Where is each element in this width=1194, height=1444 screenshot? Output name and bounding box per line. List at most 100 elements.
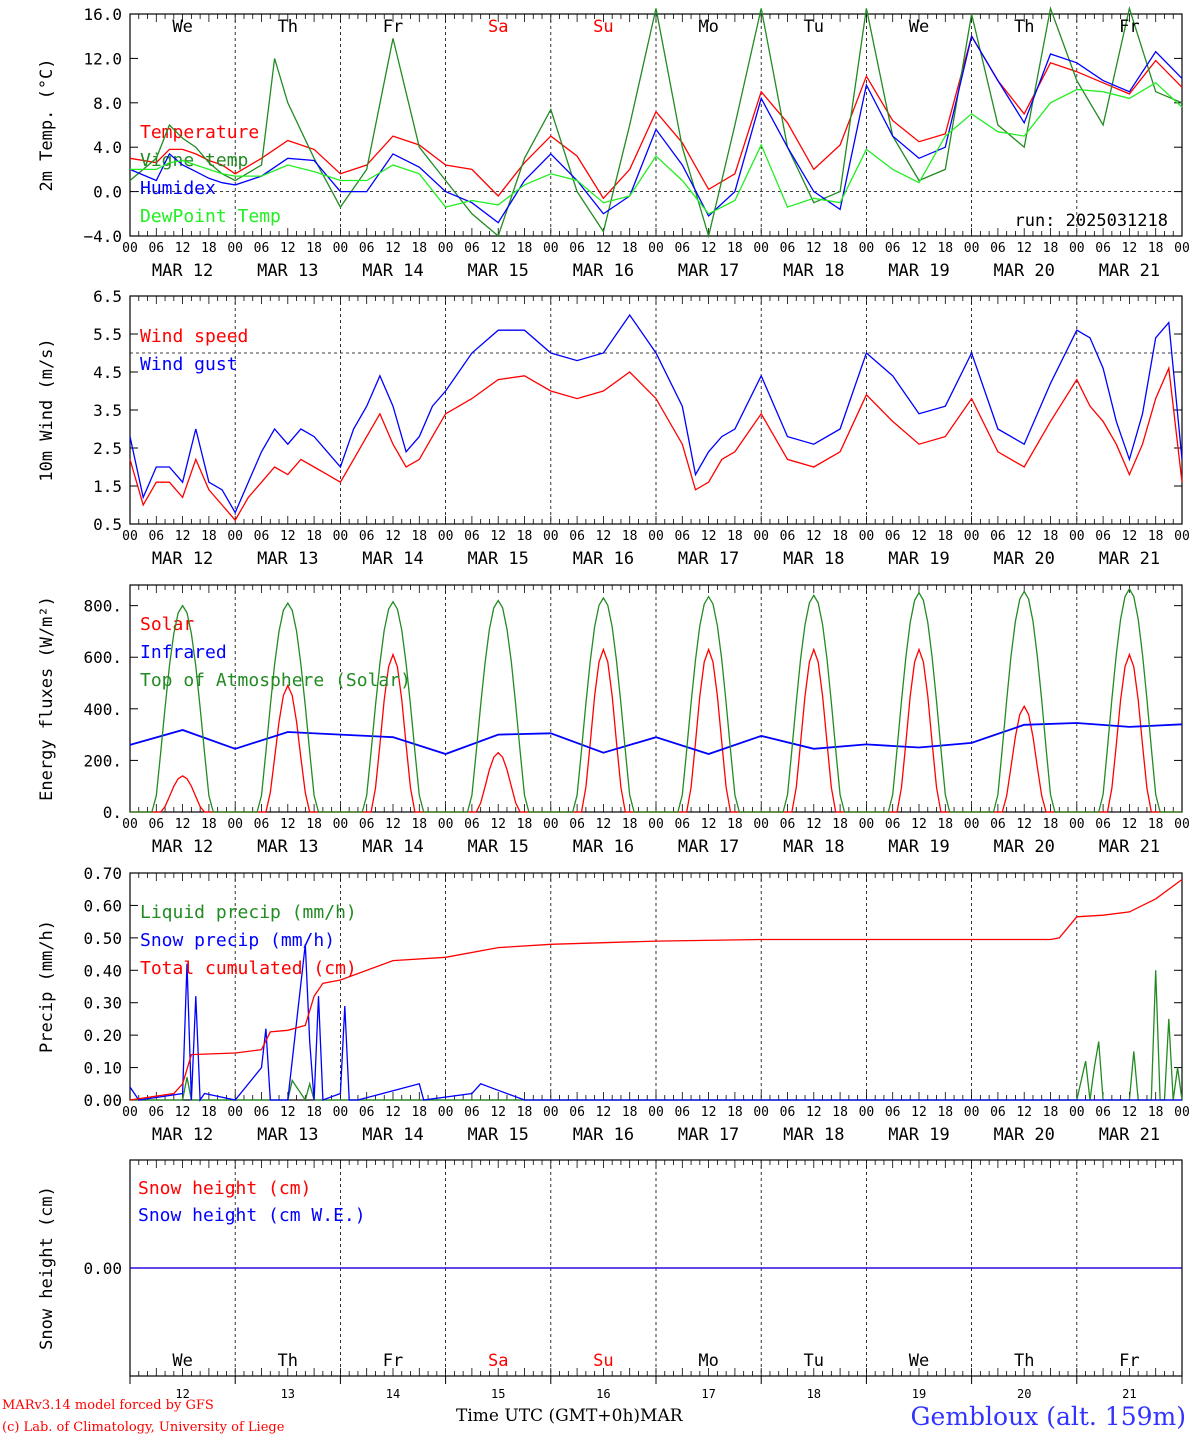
hour-tick-label: 12 bbox=[490, 1105, 506, 1120]
hour-tick-label: 18 bbox=[937, 817, 953, 832]
hour-tick-label: 06 bbox=[569, 817, 585, 832]
y-axis-label: Snow height (cm) bbox=[37, 1186, 57, 1350]
y-tick-label: 6.5 bbox=[93, 287, 122, 306]
hour-tick-label: 18 bbox=[306, 241, 322, 256]
hour-tick-label: 06 bbox=[464, 817, 480, 832]
date-label: MAR 12 bbox=[152, 261, 213, 281]
hour-tick-label: 12 bbox=[806, 529, 822, 544]
hour-tick-label: 12 bbox=[1122, 1105, 1138, 1120]
date-label: MAR 14 bbox=[362, 837, 423, 857]
hour-tick-label: 18 bbox=[1043, 529, 1059, 544]
hour-tick-label: 00 bbox=[543, 817, 559, 832]
date-label: MAR 19 bbox=[888, 261, 949, 281]
station-label: Gembloux (alt. 159m) bbox=[910, 1402, 1186, 1431]
legend-entry: Snow precip (mm/h) bbox=[140, 930, 335, 951]
hour-tick-label: 12 bbox=[911, 529, 927, 544]
hour-tick-label: 18 bbox=[937, 1105, 953, 1120]
hour-tick-label: 06 bbox=[885, 529, 901, 544]
hour-tick-label: 18 bbox=[937, 241, 953, 256]
hour-tick-label: 06 bbox=[885, 817, 901, 832]
hour-tick-label: 18 bbox=[517, 1105, 533, 1120]
hour-tick-label: 00 bbox=[1069, 241, 1085, 256]
hour-tick-label: 00 bbox=[859, 1105, 875, 1120]
hour-tick-label: 18 bbox=[517, 241, 533, 256]
legend-entry: Snow height (cm W.E.) bbox=[138, 1205, 366, 1226]
series-line-temperature-2 bbox=[129, 34, 1183, 224]
day-number: 21 bbox=[1122, 1387, 1136, 1401]
hour-tick-label: 00 bbox=[1174, 817, 1190, 832]
hour-tick-label: 00 bbox=[438, 1105, 454, 1120]
hour-tick-label: 18 bbox=[832, 241, 848, 256]
hour-tick-label: 00 bbox=[859, 529, 875, 544]
hour-tick-label: 00 bbox=[1069, 1105, 1085, 1120]
hour-tick-label: 00 bbox=[122, 817, 138, 832]
y-axis-label: 10m Wind (m/s) bbox=[37, 338, 57, 481]
hour-tick-label: 12 bbox=[701, 1105, 717, 1120]
date-label: MAR 13 bbox=[257, 837, 318, 857]
hour-tick-label: 18 bbox=[201, 1105, 217, 1120]
hour-tick-label: 18 bbox=[727, 529, 743, 544]
hour-tick-label: 06 bbox=[885, 1105, 901, 1120]
y-tick-label: 800. bbox=[83, 597, 122, 616]
series-line-wind-0 bbox=[129, 365, 1183, 522]
date-label: MAR 13 bbox=[257, 1125, 318, 1145]
hour-tick-label: 12 bbox=[280, 529, 296, 544]
y-axis-label: Precip (mm/h) bbox=[37, 920, 57, 1053]
hour-tick-label: 18 bbox=[1148, 241, 1164, 256]
y-tick-label: 0.20 bbox=[83, 1026, 122, 1045]
date-label: MAR 21 bbox=[1099, 1125, 1160, 1145]
y-tick-label: 4.0 bbox=[93, 138, 122, 157]
hour-tick-label: 12 bbox=[175, 817, 191, 832]
hour-tick-label: 12 bbox=[596, 1105, 612, 1120]
hour-tick-label: 18 bbox=[1043, 1105, 1059, 1120]
date-label: MAR 18 bbox=[783, 261, 844, 281]
hour-tick-label: 12 bbox=[701, 817, 717, 832]
hour-tick-label: 06 bbox=[780, 817, 796, 832]
date-label: MAR 17 bbox=[678, 837, 739, 857]
y-tick-label: 400. bbox=[83, 700, 122, 719]
weekday-label: Th bbox=[1014, 17, 1034, 37]
hour-tick-label: 00 bbox=[1174, 1105, 1190, 1120]
date-label: MAR 16 bbox=[573, 261, 634, 281]
hour-tick-label: 12 bbox=[1122, 817, 1138, 832]
weekday-label: Th bbox=[278, 1351, 298, 1371]
hour-tick-label: 06 bbox=[674, 817, 690, 832]
hour-tick-label: 18 bbox=[411, 817, 427, 832]
date-label: MAR 14 bbox=[362, 549, 423, 569]
hour-tick-label: 18 bbox=[1148, 529, 1164, 544]
model-credit: MARv3.14 model forced by GFS bbox=[2, 1398, 214, 1413]
hour-tick-label: 12 bbox=[701, 241, 717, 256]
hour-tick-label: 06 bbox=[780, 529, 796, 544]
day-number: 17 bbox=[701, 1387, 715, 1401]
hour-tick-label: 18 bbox=[622, 241, 638, 256]
hour-tick-label: 12 bbox=[490, 241, 506, 256]
y-axis-label: Energy fluxes (W/m²) bbox=[37, 596, 57, 801]
legend-entry: Infrared bbox=[140, 642, 227, 663]
hour-tick-label: 18 bbox=[411, 241, 427, 256]
date-label: MAR 21 bbox=[1099, 261, 1160, 281]
hour-tick-label: 18 bbox=[201, 241, 217, 256]
date-label: MAR 21 bbox=[1099, 549, 1160, 569]
hour-tick-label: 18 bbox=[306, 1105, 322, 1120]
hour-tick-label: 00 bbox=[543, 241, 559, 256]
series-line-energy-1 bbox=[129, 722, 1183, 755]
series-line-energy-2 bbox=[130, 587, 1182, 813]
hour-tick-label: 00 bbox=[964, 1105, 980, 1120]
hour-tick-label: 06 bbox=[569, 529, 585, 544]
hour-tick-label: 00 bbox=[438, 529, 454, 544]
y-tick-label: 5.5 bbox=[93, 325, 122, 344]
hour-tick-label: 18 bbox=[517, 817, 533, 832]
hour-tick-label: 06 bbox=[148, 529, 164, 544]
hour-tick-label: 12 bbox=[385, 529, 401, 544]
date-label: MAR 15 bbox=[467, 1125, 528, 1145]
legend-entry: Snow height (cm) bbox=[138, 1178, 311, 1199]
y-tick-label: 0.0 bbox=[93, 183, 122, 202]
date-label: MAR 16 bbox=[573, 1125, 634, 1145]
date-label: MAR 20 bbox=[993, 549, 1054, 569]
hour-tick-label: 18 bbox=[201, 529, 217, 544]
date-label: MAR 21 bbox=[1099, 837, 1160, 857]
day-number: 13 bbox=[281, 1387, 295, 1401]
hour-tick-label: 12 bbox=[911, 817, 927, 832]
hour-tick-label: 06 bbox=[464, 241, 480, 256]
